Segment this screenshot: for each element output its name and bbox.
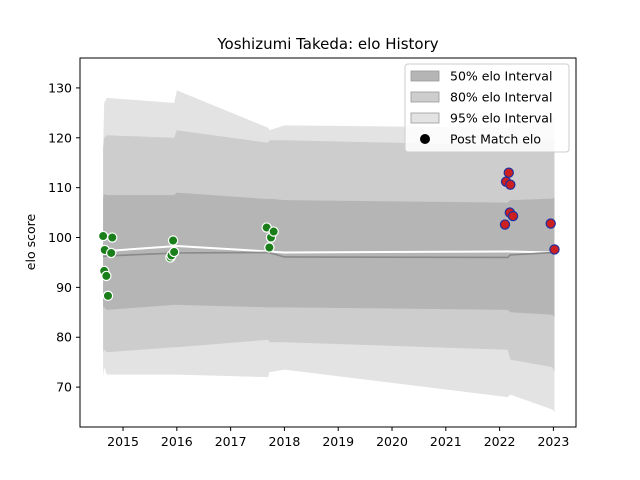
data-point <box>499 219 511 230</box>
x-tick-label: 2023 <box>537 434 569 449</box>
data-point <box>264 242 275 253</box>
data-point <box>268 226 279 237</box>
x-tick-label: 2021 <box>430 434 462 449</box>
legend-label: Post Match elo <box>450 132 541 147</box>
x-tick-label: 2017 <box>215 434 247 449</box>
legend-swatch <box>410 112 440 124</box>
data-point <box>106 247 117 259</box>
interval-bands <box>103 90 555 413</box>
x-tick-label: 2016 <box>161 434 193 449</box>
legend-label: 80% elo Interval <box>450 90 552 105</box>
legend-box <box>404 63 570 153</box>
legend-label: 50% elo Interval <box>450 69 552 84</box>
data-point <box>507 210 519 222</box>
legend-swatch <box>410 70 440 82</box>
post-match-points <box>97 167 560 302</box>
chart-title: Yoshizumi Takeda: elo History <box>216 35 438 53</box>
x-tick-label: 2015 <box>107 434 139 449</box>
data-point <box>505 179 516 190</box>
data-point <box>167 235 179 246</box>
x-tick-label: 2019 <box>322 434 354 449</box>
data-point <box>107 232 118 243</box>
y-tick-label: 70 <box>56 380 72 395</box>
data-point <box>102 290 114 302</box>
y-tick-label: 100 <box>48 230 72 245</box>
data-point <box>101 270 112 282</box>
data-point <box>97 230 109 242</box>
legend: 50% elo Interval 80% elo Interval 95% elo … <box>404 63 570 153</box>
x-tick-label: 2020 <box>376 434 408 449</box>
y-tick-label: 130 <box>48 80 72 95</box>
plot-area <box>97 90 560 413</box>
legend-label: 95% elo Interval <box>450 111 552 126</box>
x-tick-label: 2018 <box>269 434 301 449</box>
data-point <box>549 244 560 255</box>
legend-marker <box>420 134 430 144</box>
y-axis-label: elo score <box>23 214 38 271</box>
y-tick-label: 110 <box>48 180 72 195</box>
y-tick-label: 90 <box>56 280 72 295</box>
y-tick-label: 80 <box>56 330 72 345</box>
interval-band-2 <box>103 192 555 318</box>
y-axis-ticks: 70 80 90 100 110 120 130 <box>48 80 80 395</box>
data-point <box>503 167 514 178</box>
data-point <box>545 218 556 229</box>
data-point <box>168 246 180 258</box>
y-tick-label: 120 <box>48 130 72 145</box>
x-axis-ticks: 2015 2016 2017 2018 2019 2020 2021 2022 2023 <box>107 427 569 449</box>
axes-frame <box>79 57 577 428</box>
legend-swatch <box>410 91 440 103</box>
x-tick-label: 2022 <box>484 434 516 449</box>
mean-line <box>103 251 555 259</box>
